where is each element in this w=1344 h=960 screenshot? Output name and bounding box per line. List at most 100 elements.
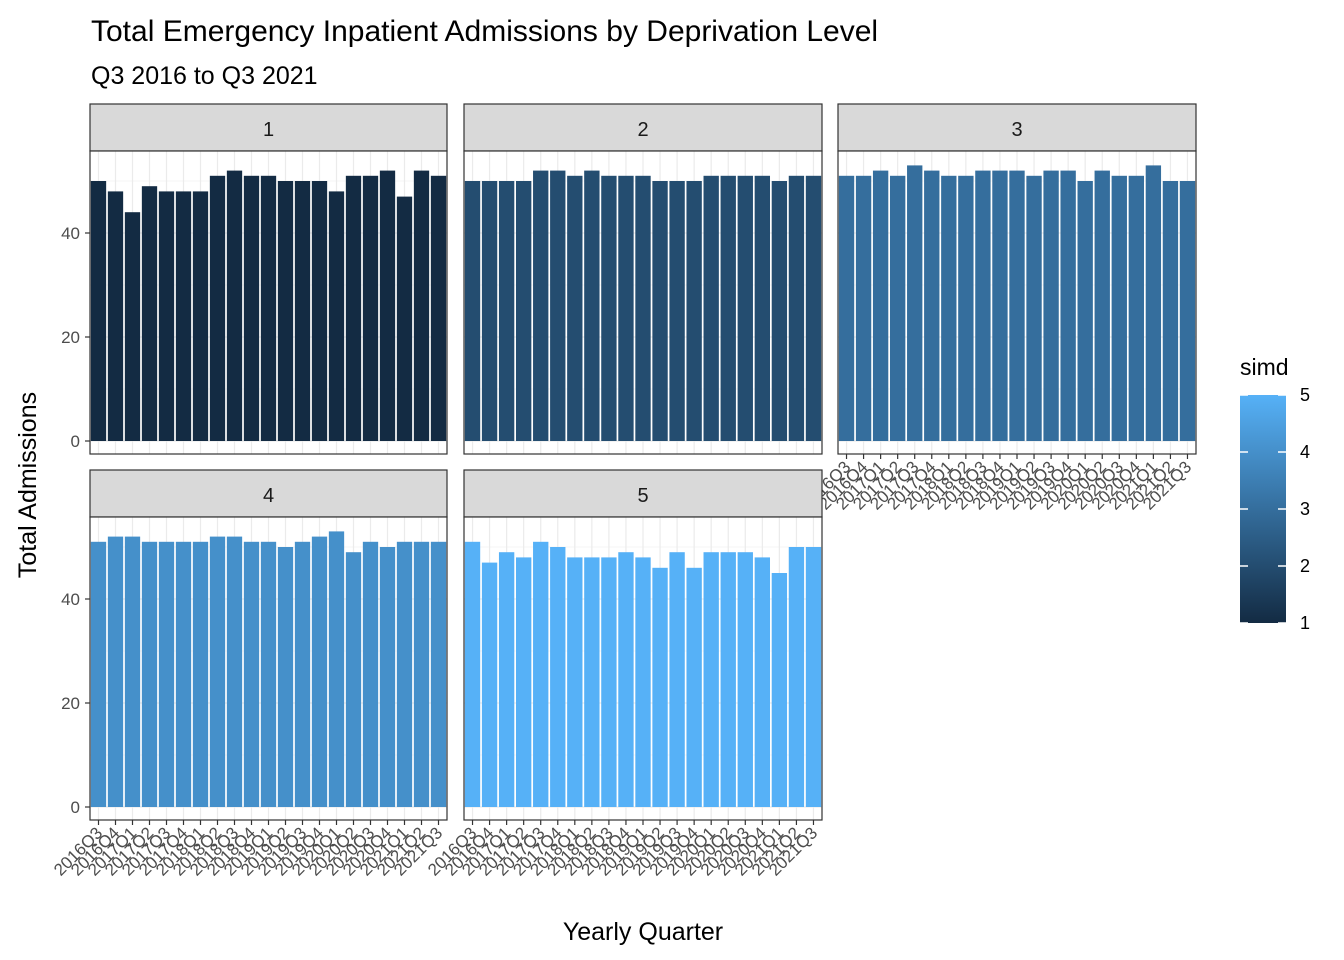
bar-2018Q4 xyxy=(992,170,1008,441)
bar-2017Q3 xyxy=(158,191,175,441)
y-tick-label: 40 xyxy=(61,590,80,609)
bar-2017Q3 xyxy=(907,165,923,441)
bar-2017Q2 xyxy=(515,181,532,441)
y-axis-title: Total Admissions xyxy=(14,392,42,578)
bar-2020Q2 xyxy=(720,175,736,442)
bar-2017Q2 xyxy=(515,557,532,807)
y-tick-label: 0 xyxy=(71,432,80,451)
facet-panel-5: 52016Q32016Q42017Q12017Q22017Q32017Q4201… xyxy=(424,469,823,880)
bar-2016Q4 xyxy=(481,181,498,441)
bar-2020Q4 xyxy=(379,170,396,441)
bar-2016Q4 xyxy=(107,536,124,807)
bar-2019Q4 xyxy=(311,536,328,807)
bar-2020Q1 xyxy=(703,552,719,807)
bar-2017Q3 xyxy=(158,541,175,807)
bar-2021Q1 xyxy=(771,573,788,807)
bar-2019Q4 xyxy=(311,181,328,441)
bar-2017Q4 xyxy=(175,541,192,807)
bar-2017Q1 xyxy=(498,181,515,441)
bar-2020Q1 xyxy=(703,175,719,442)
facet-strip-label: 4 xyxy=(263,485,274,507)
bar-2021Q2 xyxy=(413,541,430,807)
facet-panel-1: 1 0 20 40 xyxy=(61,103,448,455)
bar-2020Q4 xyxy=(754,557,771,807)
bar-2016Q3 xyxy=(90,181,107,441)
bar-2019Q4 xyxy=(686,181,702,441)
bar-2017Q1 xyxy=(124,536,141,807)
bar-2021Q2 xyxy=(1162,181,1179,441)
bar-2019Q4 xyxy=(1060,170,1076,441)
bar-2020Q2 xyxy=(345,552,362,807)
facet-panel-4: 4020402016Q32016Q42017Q12017Q22017Q32017… xyxy=(50,469,448,880)
bar-2019Q2 xyxy=(652,567,668,807)
bar-2018Q1 xyxy=(941,175,957,442)
legend-label: 3 xyxy=(1300,499,1310,519)
bar-2021Q2 xyxy=(788,547,805,807)
y-tick-label: 20 xyxy=(61,694,80,713)
facet-strip xyxy=(837,103,1197,152)
bar-2021Q2 xyxy=(788,175,805,442)
bar-2018Q3 xyxy=(226,170,243,441)
bar-2021Q3 xyxy=(805,547,822,807)
facet-strip-label: 5 xyxy=(637,485,648,507)
bar-2019Q1 xyxy=(260,541,277,807)
bar-2017Q2 xyxy=(141,186,158,441)
bar-2020Q1 xyxy=(328,191,345,441)
bar-2017Q2 xyxy=(141,541,158,807)
bar-2021Q1 xyxy=(771,181,788,441)
bar-2021Q3 xyxy=(430,541,447,807)
bar-2018Q4 xyxy=(618,175,634,442)
bar-2021Q1 xyxy=(396,196,413,441)
bar-2016Q3 xyxy=(464,541,481,807)
bar-2019Q2 xyxy=(277,547,294,807)
bar-2018Q2 xyxy=(209,536,226,807)
bar-2021Q3 xyxy=(805,175,822,442)
bar-2016Q4 xyxy=(855,175,872,442)
legend-label: 2 xyxy=(1300,556,1310,576)
x-axis-title: Yearly Quarter xyxy=(563,918,723,946)
bar-2017Q4 xyxy=(550,170,566,441)
facet-strip-label: 3 xyxy=(1011,119,1022,141)
bar-2017Q3 xyxy=(533,541,549,807)
legend-label: 5 xyxy=(1300,385,1310,405)
bar-2019Q3 xyxy=(669,552,685,807)
bar-2019Q2 xyxy=(277,181,294,441)
legend-title: simd xyxy=(1240,354,1289,380)
bar-2020Q4 xyxy=(754,175,771,442)
bar-2018Q2 xyxy=(584,170,600,441)
facet-strip-label: 1 xyxy=(263,119,274,141)
facet-panel-3: 32016Q32016Q42017Q12017Q22017Q32017Q4201… xyxy=(798,103,1197,514)
bar-2018Q4 xyxy=(243,175,260,442)
bar-2020Q2 xyxy=(720,552,736,807)
bar-2018Q3 xyxy=(601,557,617,807)
bar-2016Q3 xyxy=(464,181,481,441)
bar-2016Q4 xyxy=(481,562,498,807)
bar-2019Q3 xyxy=(294,181,311,441)
panel-border xyxy=(463,150,823,455)
bar-2021Q3 xyxy=(430,175,447,442)
bar-2021Q2 xyxy=(413,170,430,441)
bar-2019Q3 xyxy=(669,181,685,441)
bar-2018Q4 xyxy=(618,552,634,807)
bar-2018Q2 xyxy=(209,175,226,442)
colorbar-legend: simd 5 4 3 2 1 xyxy=(1240,354,1310,633)
bar-2020Q4 xyxy=(379,547,396,807)
bar-2019Q2 xyxy=(652,181,668,441)
facet-panel-2: 2 xyxy=(463,103,823,455)
bar-2017Q1 xyxy=(498,552,515,807)
bar-2017Q4 xyxy=(924,170,940,441)
bar-2020Q3 xyxy=(362,541,379,807)
bar-2018Q3 xyxy=(601,175,617,442)
bar-2016Q4 xyxy=(107,191,124,441)
bar-2019Q1 xyxy=(1009,170,1025,441)
bar-2017Q1 xyxy=(872,170,889,441)
bar-2017Q2 xyxy=(889,175,906,442)
bar-2020Q2 xyxy=(1094,170,1110,441)
bar-2016Q3 xyxy=(90,541,107,807)
y-tick-label: 20 xyxy=(61,328,80,347)
bar-2018Q2 xyxy=(584,557,600,807)
bar-2020Q3 xyxy=(737,175,753,442)
bar-2018Q4 xyxy=(243,541,260,807)
bar-2019Q4 xyxy=(686,567,702,807)
facet-panels: 1 0 20 40 2 32016Q32016Q42017Q12017Q22017Q320… xyxy=(50,103,1197,880)
